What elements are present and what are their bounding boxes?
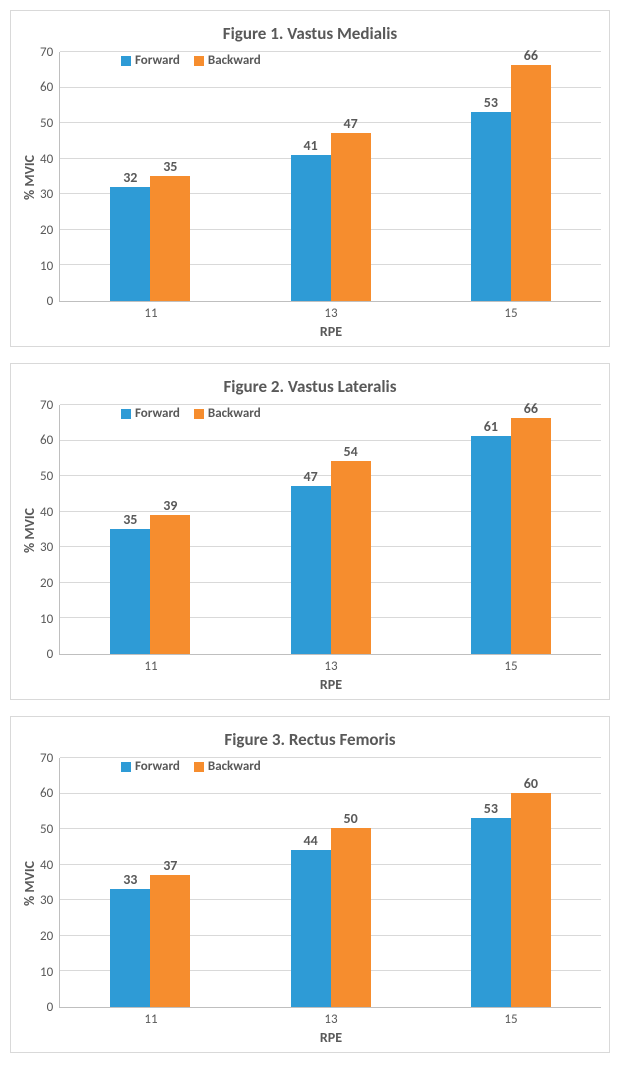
- bar-value-label: 47: [343, 115, 357, 132]
- x-axis: 11 13 15: [61, 306, 601, 321]
- bar-value-label: 66: [524, 47, 538, 64]
- bar-value-label: 54: [343, 443, 357, 460]
- plot-area: % MVIC706050403020100353947546166: [19, 405, 601, 655]
- bar-group: 3235: [110, 52, 190, 301]
- x-tick: 15: [504, 659, 517, 674]
- x-axis-label: RPE: [61, 676, 601, 693]
- bar-value-label: 50: [343, 810, 357, 827]
- x-axis: 11 13 15: [61, 1012, 601, 1027]
- bar-backward: 60: [511, 793, 551, 1007]
- bar-value-label: 39: [163, 497, 177, 514]
- chart-panel: Figure 2. Vastus LateralisForwardBackwar…: [10, 363, 610, 700]
- bar-backward: 50: [331, 828, 371, 1007]
- bar-value-label: 60: [524, 775, 538, 792]
- x-tick: 13: [324, 306, 337, 321]
- plot-area: % MVIC706050403020100323541475366: [19, 52, 601, 302]
- x-tick: 11: [144, 659, 157, 674]
- chart-title: Figure 3. Rectus Femoris: [19, 729, 601, 750]
- x-tick: 11: [144, 306, 157, 321]
- bar-forward: 53: [471, 818, 511, 1007]
- plot-area: % MVIC706050403020100333744505360: [19, 758, 601, 1008]
- bar-forward: 41: [291, 155, 331, 301]
- bar-value-label: 53: [484, 94, 498, 111]
- plot: 353947546166: [59, 405, 601, 655]
- x-tick: 13: [324, 659, 337, 674]
- bar-backward: 39: [150, 515, 190, 654]
- x-axis-row: 11 13 15 RPE: [19, 655, 601, 693]
- bar-group: 6166: [471, 405, 551, 654]
- x-axis-label: RPE: [61, 323, 601, 340]
- bar-groups: 323541475366: [60, 52, 601, 301]
- bar-groups: 333744505360: [60, 758, 601, 1007]
- x-axis-row: 11 13 15 RPE: [19, 1008, 601, 1046]
- x-tick: 15: [504, 1012, 517, 1027]
- bar-backward: 66: [511, 418, 551, 654]
- bar-forward: 53: [471, 112, 511, 301]
- bar-group: 4450: [291, 758, 371, 1007]
- bar-value-label: 41: [303, 137, 317, 154]
- bar-groups: 353947546166: [60, 405, 601, 654]
- bar-backward: 35: [150, 176, 190, 301]
- x-tick: 15: [504, 306, 517, 321]
- x-axis-col: 11 13 15 RPE: [61, 302, 601, 340]
- bar-group: 3337: [110, 758, 190, 1007]
- y-axis-label: % MVIC: [19, 758, 40, 1008]
- bar-value-label: 35: [163, 158, 177, 175]
- bar-forward: 44: [291, 850, 331, 1007]
- bar-value-label: 53: [484, 800, 498, 817]
- y-axis: 706050403020100: [40, 758, 59, 1008]
- plot: 333744505360: [59, 758, 601, 1008]
- x-tick: 11: [144, 1012, 157, 1027]
- spacer: [37, 1008, 61, 1046]
- plot: 323541475366: [59, 52, 601, 302]
- bar-value-label: 47: [303, 468, 317, 485]
- bar-forward: 35: [110, 529, 150, 654]
- bar-value-label: 66: [524, 400, 538, 417]
- bar-value-label: 44: [303, 832, 317, 849]
- bar-group: 4147: [291, 52, 371, 301]
- bar-forward: 47: [291, 486, 331, 654]
- x-axis-col: 11 13 15 RPE: [61, 1008, 601, 1046]
- y-axis: 706050403020100: [40, 52, 59, 302]
- bar-value-label: 37: [163, 857, 177, 874]
- spacer: [19, 1008, 37, 1046]
- bar-forward: 61: [471, 436, 511, 654]
- x-axis-col: 11 13 15 RPE: [61, 655, 601, 693]
- bar-backward: 37: [150, 875, 190, 1007]
- bar-forward: 33: [110, 889, 150, 1007]
- bar-backward: 66: [511, 65, 551, 301]
- chart-title: Figure 1. Vastus Medialis: [19, 23, 601, 44]
- spacer: [19, 302, 37, 340]
- bar-group: 5366: [471, 52, 551, 301]
- spacer: [19, 655, 37, 693]
- bar-group: 3539: [110, 405, 190, 654]
- y-axis: 706050403020100: [40, 405, 59, 655]
- x-axis: 11 13 15: [61, 659, 601, 674]
- x-axis-label: RPE: [61, 1029, 601, 1046]
- spacer: [37, 655, 61, 693]
- bar-group: 4754: [291, 405, 371, 654]
- x-axis-row: 11 13 15 RPE: [19, 302, 601, 340]
- bar-group: 5360: [471, 758, 551, 1007]
- y-axis-label: % MVIC: [19, 52, 40, 302]
- bar-value-label: 35: [123, 511, 137, 528]
- y-axis-label: % MVIC: [19, 405, 40, 655]
- chart-panel: Figure 1. Vastus MedialisForwardBackward…: [10, 10, 610, 347]
- bar-value-label: 33: [123, 871, 137, 888]
- chart-title: Figure 2. Vastus Lateralis: [19, 376, 601, 397]
- spacer: [37, 302, 61, 340]
- bar-forward: 32: [110, 187, 150, 301]
- bar-backward: 47: [331, 133, 371, 301]
- x-tick: 13: [324, 1012, 337, 1027]
- chart-panel: Figure 3. Rectus FemorisForwardBackward%…: [10, 716, 610, 1053]
- bar-value-label: 61: [484, 418, 498, 435]
- bar-value-label: 32: [123, 169, 137, 186]
- bar-backward: 54: [331, 461, 371, 654]
